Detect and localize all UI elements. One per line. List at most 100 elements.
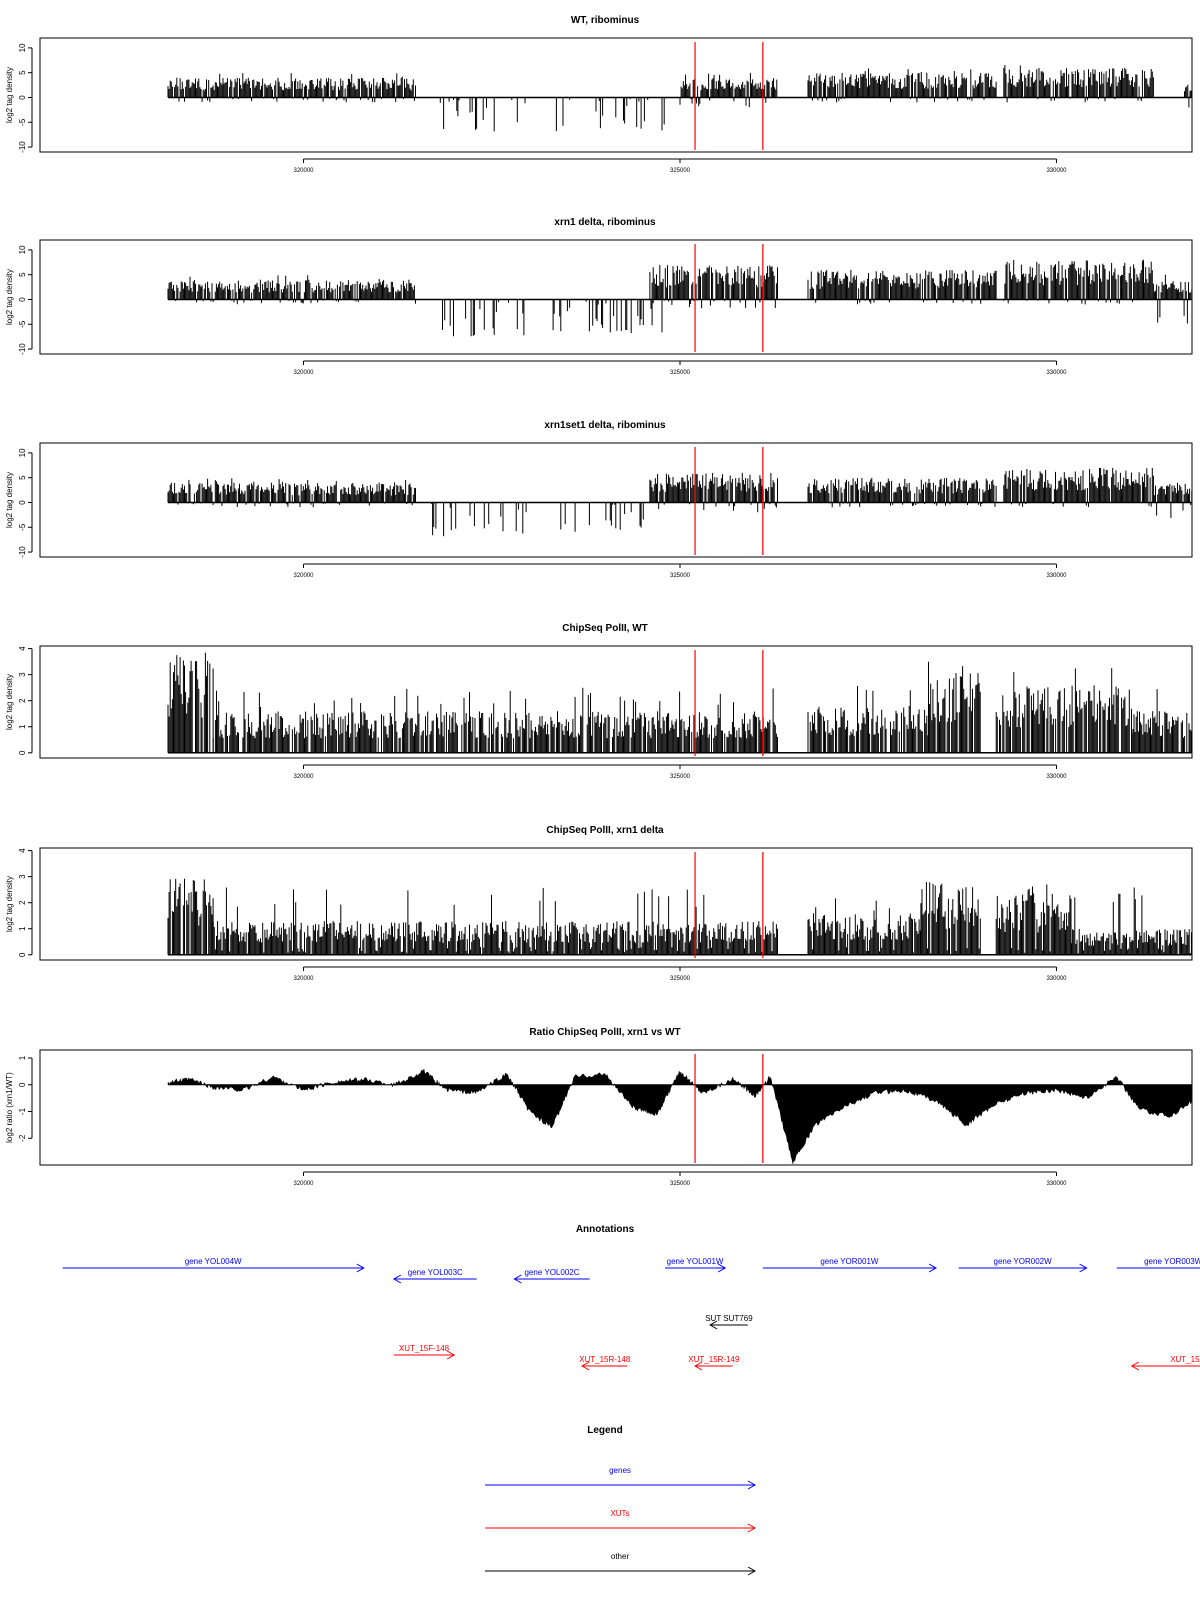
panel-title: xrn1 delta, ribominus bbox=[554, 217, 656, 228]
y-tick-label: 10 bbox=[18, 43, 27, 52]
plot-frame bbox=[39, 1049, 1193, 1166]
y-tick-label: 10 bbox=[18, 448, 27, 457]
y-axis-label: log2 tag density bbox=[5, 472, 14, 528]
legend-item: XUTs bbox=[485, 1509, 757, 1533]
arrow-label: other bbox=[611, 1552, 630, 1561]
arrow-label: gene YOL002C bbox=[524, 1268, 579, 1277]
arrow-label: gene YOL004W bbox=[185, 1257, 242, 1266]
arrow-head bbox=[747, 1523, 757, 1533]
y-tick-label: -2 bbox=[18, 1134, 27, 1142]
arrow-head bbox=[581, 1361, 590, 1371]
x-tick-label: 330000 bbox=[1046, 1181, 1067, 1187]
panel-6: Ratio ChipSeq PolII, xrn1 vs WT 1 0 -1 -2 log… bbox=[5, 1027, 1193, 1187]
xut-arrow: XUT_15R-150 bbox=[1130, 1355, 1200, 1371]
x-tick-label: 320000 bbox=[294, 976, 315, 982]
y-tick-label: 1 bbox=[18, 724, 27, 729]
y-tick-label: 0 bbox=[18, 952, 27, 957]
arrow-label: genes bbox=[609, 1466, 631, 1475]
y-tick-label: 0 bbox=[18, 95, 27, 100]
y-tick-label: 4 bbox=[18, 848, 27, 853]
x-tick-label: 320000 bbox=[294, 370, 315, 376]
y-tick-label: -5 bbox=[18, 523, 27, 531]
x-tick-label: 320000 bbox=[294, 774, 315, 780]
y-tick-label: -1 bbox=[18, 1107, 27, 1115]
arrow-head bbox=[747, 1566, 757, 1576]
arrow-label: gene YOL003C bbox=[408, 1268, 463, 1277]
x-tick-label: 325000 bbox=[670, 370, 691, 376]
arrow-head bbox=[356, 1263, 365, 1273]
y-tick-label: -5 bbox=[18, 118, 27, 126]
ratio-area bbox=[167, 1068, 1192, 1165]
xut-arrow: XUT_15R-148 bbox=[579, 1355, 631, 1371]
panel-2: xrn1 delta, ribominus 10 5 0 -5 -10 log2 tag d… bbox=[5, 217, 1193, 376]
arrow-head bbox=[717, 1263, 727, 1273]
y-tick-label: -10 bbox=[18, 546, 27, 558]
arrow-head bbox=[446, 1350, 456, 1360]
arrow-head bbox=[928, 1263, 938, 1273]
y-tick-label: 2 bbox=[18, 900, 27, 905]
data-layer bbox=[167, 259, 1192, 337]
arrow-label: SUT SUT769 bbox=[705, 1314, 753, 1323]
panel-3: xrn1set1 delta, ribominus 10 5 0 -5 -10 log2 t… bbox=[5, 420, 1193, 579]
x-tick-label: 325000 bbox=[670, 976, 691, 982]
y-tick-label: 0 bbox=[18, 297, 27, 302]
x-tick-label: 330000 bbox=[1046, 774, 1067, 780]
gene-arrow: gene YOR002W bbox=[958, 1257, 1088, 1273]
data-layer bbox=[167, 878, 1192, 956]
x-tick-label: 330000 bbox=[1046, 573, 1067, 579]
y-tick-label: 3 bbox=[18, 672, 27, 677]
panel-1: WT, ribominus 10 5 0 -5 -10 log2 tag density 32… bbox=[5, 15, 1193, 174]
arrow-label: XUT_15R-150 bbox=[1170, 1355, 1200, 1364]
legend-item: genes bbox=[485, 1466, 757, 1490]
x-tick-label: 325000 bbox=[670, 168, 691, 174]
data-layer bbox=[167, 467, 1192, 537]
plot-frame bbox=[39, 442, 1193, 558]
panel-title: WT, ribominus bbox=[571, 15, 640, 26]
annotations-track: gene YOL004W gene YOL003C gene YOL002C gene… bbox=[62, 1257, 1200, 1371]
y-tick-label: -5 bbox=[18, 320, 27, 328]
legend-title: Legend bbox=[587, 1425, 623, 1436]
y-tick-label: 3 bbox=[18, 874, 27, 879]
y-tick-label: 0 bbox=[18, 750, 27, 755]
arrow-label: gene YOR001W bbox=[820, 1257, 879, 1266]
panel-4: ChipSeq PolII, WT 4 3 2 1 0 log2 tag density 32… bbox=[5, 623, 1193, 780]
data-layer bbox=[167, 65, 1192, 132]
y-tick-label: 1 bbox=[18, 1055, 27, 1060]
panel-5: ChipSeq PolII, xrn1 delta 4 3 2 1 0 log2 tag d… bbox=[5, 825, 1193, 982]
xut-arrow: XUT_15F-148 bbox=[393, 1344, 456, 1360]
x-tick-label: 330000 bbox=[1046, 370, 1067, 376]
x-tick-label: 330000 bbox=[1046, 168, 1067, 174]
x-tick-label: 325000 bbox=[670, 573, 691, 579]
arrow-label: gene YOR002W bbox=[994, 1257, 1053, 1266]
x-tick-label: 330000 bbox=[1046, 976, 1067, 982]
legend-item: other bbox=[485, 1552, 757, 1576]
gene-arrow: gene YOR003W bbox=[1116, 1257, 1200, 1269]
panel-title: Ratio ChipSeq PolII, xrn1 vs WT bbox=[529, 1027, 680, 1038]
x-tick-label: 325000 bbox=[670, 1181, 691, 1187]
gene-arrow: gene YOL003C bbox=[392, 1268, 477, 1284]
y-tick-label: 2 bbox=[18, 698, 27, 703]
data-layer bbox=[167, 1068, 1192, 1165]
y-tick-label: 0 bbox=[18, 500, 27, 505]
legend: genes XUTs other bbox=[485, 1466, 757, 1576]
y-tick-label: 4 bbox=[18, 646, 27, 651]
x-tick-label: 320000 bbox=[294, 168, 315, 174]
arrow-head bbox=[747, 1480, 757, 1490]
gene-arrow: gene YOR001W bbox=[762, 1257, 938, 1273]
arrow-head bbox=[709, 1320, 718, 1330]
plot-frame bbox=[39, 645, 1193, 759]
y-tick-label: 5 bbox=[18, 70, 27, 75]
gene-arrow: gene YOL002C bbox=[513, 1268, 590, 1284]
arrow-label: gene YOL001W bbox=[667, 1257, 724, 1266]
y-tick-label: 10 bbox=[18, 245, 27, 254]
arrow-label: XUTs bbox=[610, 1509, 629, 1518]
arrow-head bbox=[1079, 1263, 1088, 1273]
arrow-head bbox=[513, 1274, 522, 1284]
arrow-label: XUT_15R-148 bbox=[579, 1355, 631, 1364]
data-layer bbox=[167, 652, 1192, 754]
y-axis-label: log2 tag density bbox=[5, 67, 14, 123]
panel-title: xrn1set1 delta, ribominus bbox=[544, 420, 666, 431]
arrow-head bbox=[1130, 1361, 1140, 1371]
panel-title: ChipSeq PolII, WT bbox=[562, 623, 648, 634]
